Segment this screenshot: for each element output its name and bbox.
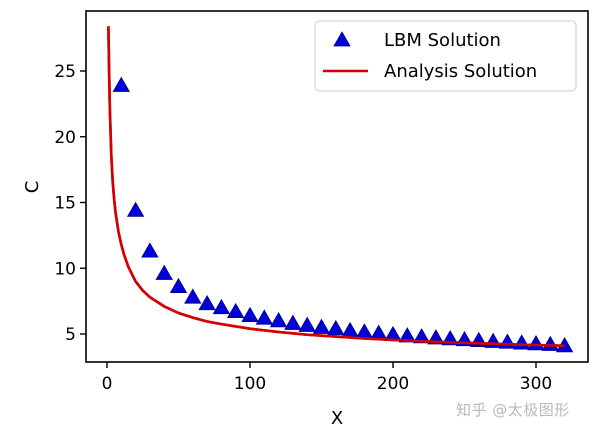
lbm-marker-triangle-icon [141,242,159,258]
lbm-marker-triangle-icon [126,201,145,217]
lbm-solution-markers [107,26,574,353]
x-tick-label: 200 [377,374,409,394]
legend-triangle-icon [333,31,351,47]
y-axis-ticks: 5 10 15 20 25 [54,62,86,345]
lbm-marker-triangle-icon [227,302,245,319]
lbm-marker-triangle-icon [284,314,302,330]
x-tick-label: 100 [234,374,266,394]
watermark: 知乎 @太极图形 [456,401,570,419]
lbm-marker-triangle-icon [412,328,431,344]
lbm-marker-triangle-icon [298,316,316,332]
lbm-marker-triangle-icon [112,76,130,92]
axes-frame [85,10,589,363]
lbm-marker-triangle-icon [198,294,216,311]
analysis-curve-overlay [107,26,565,348]
lbm-marker-triangle-icon [184,288,202,304]
lbm-marker-triangle-icon [155,264,173,280]
lbm-marker-triangle-icon [327,319,345,336]
lbm-marker-triangle-icon [241,306,259,322]
y-axis-label: C [22,181,43,194]
legend-label-lbm: LBM Solution [384,30,501,51]
x-axis-ticks: 0 100 200 300 [102,362,552,394]
x-axis-label: X [331,408,343,429]
lbm-marker-triangle-icon [269,312,288,328]
lbm-marker-triangle-icon [212,298,231,315]
y-tick-label: 25 [54,62,76,82]
y-tick-label: 10 [54,259,76,279]
lbm-marker-triangle-icon [312,318,331,334]
y-tick-label: 20 [54,128,76,148]
x-tick-label: 300 [520,374,552,394]
legend-box [314,20,577,92]
legend-label-analysis: Analysis Solution [384,61,537,82]
x-tick-label: 0 [102,374,113,394]
lbm-marker-triangle-icon [169,277,188,294]
legend: LBM Solution Analysis Solution [314,20,577,92]
y-tick-label: 15 [54,194,76,214]
lbm-marker-triangle-icon [255,309,273,325]
lbm-marker-triangle-icon [398,327,416,343]
lbm-marker-triangle-icon [541,335,559,351]
y-tick-label: 5 [65,325,76,345]
